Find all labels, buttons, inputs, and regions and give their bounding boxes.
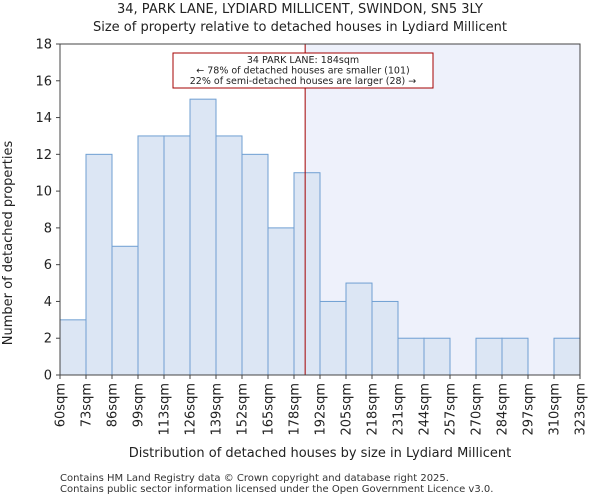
bar-244sqm [423,337,451,376]
bar-113sqm [163,135,191,376]
x-tick-label: 310sqm [548,383,563,436]
annotation-line-1: 34 PARK LANE: 184sqm [247,55,359,66]
y-tick-label: 16 [35,74,52,89]
y-tick-label: 6 [44,258,52,273]
bar-73sqm [85,153,113,376]
x-tick-label: 86sqm [106,383,121,427]
x-tick-label: 205sqm [340,383,355,436]
bar-99sqm [137,135,165,376]
x-tick-label: 257sqm [444,383,459,436]
bar-152sqm [241,153,269,376]
x-tick-label: 297sqm [522,383,537,436]
x-tick-label: 270sqm [470,383,485,436]
bar-192sqm [319,300,347,376]
y-tick-label: 10 [35,185,52,200]
x-tick-label: 99sqm [132,383,147,427]
y-tick-label: 8 [44,221,52,236]
bar-205sqm [345,282,373,376]
x-tick-label: 73sqm [80,383,95,427]
x-tick-label: 165sqm [262,383,277,436]
chart-title: 34, PARK LANE, LYDIARD MILLICENT, SWINDO… [117,2,483,17]
x-tick-label: 139sqm [210,383,225,436]
x-tick-label: 152sqm [236,383,251,436]
bar-218sqm [371,300,399,376]
bar-86sqm [111,245,139,376]
x-tick-label: 192sqm [314,383,329,436]
bar-284sqm [501,337,529,376]
x-axis-label: Distribution of detached houses by size … [129,446,511,461]
x-tick-label: 60sqm [54,383,69,427]
y-tick-label: 14 [35,111,52,126]
y-tick-label: 18 [35,38,52,53]
x-tick-label: 178sqm [288,383,303,436]
bar-231sqm [397,337,425,376]
bar-126sqm [189,98,217,376]
y-tick-label: 2 [44,332,52,347]
bar-139sqm [215,135,243,376]
chart-subtitle: Size of property relative to detached ho… [92,20,507,35]
x-tick-label: 218sqm [366,383,381,436]
x-tick-label: 231sqm [392,383,407,436]
x-tick-label: 323sqm [574,383,589,436]
x-tick-label: 244sqm [418,383,433,436]
bar-60sqm [59,319,87,376]
y-axis-label: Number of detached properties [1,141,16,346]
footer-licence: Contains public sector information licen… [60,484,494,495]
annotation-line-3: 22% of semi-detached houses are larger (… [190,76,417,87]
bar-310sqm [553,337,581,376]
bar-270sqm [475,337,503,376]
bar-165sqm [267,227,295,376]
y-tick-label: 12 [35,148,52,163]
bar-178sqm [293,172,321,376]
y-tick-label: 0 [44,369,52,384]
x-tick-label: 113sqm [158,383,173,436]
x-tick-label: 126sqm [184,383,199,436]
annotation-box [172,52,434,89]
annotation-line-2: ← 78% of detached houses are smaller (10… [196,66,409,77]
x-tick-label: 284sqm [496,383,511,436]
footer-copyright: Contains HM Land Registry data © Crown c… [60,473,449,484]
y-tick-label: 4 [44,295,52,310]
